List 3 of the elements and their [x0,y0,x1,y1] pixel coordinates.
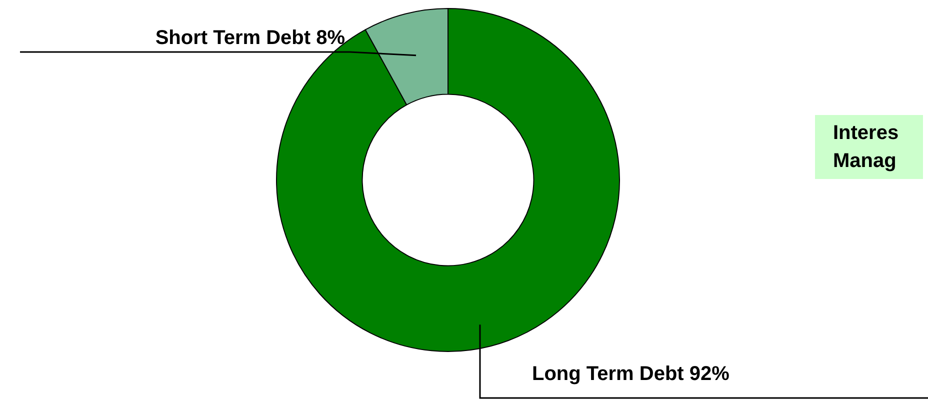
slice-label: Short Term Debt 8% [155,27,346,49]
slice-label: Long Term Debt 92% [532,363,730,385]
text: Interes Manag [815,115,923,179]
